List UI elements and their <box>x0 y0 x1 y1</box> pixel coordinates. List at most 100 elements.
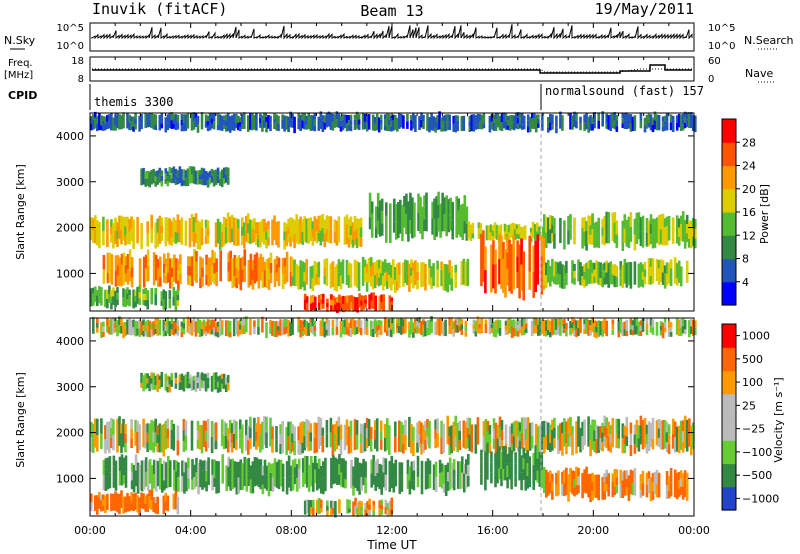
heatmap-cell <box>174 490 178 510</box>
heatmap-cell <box>213 468 216 478</box>
heatmap-cell <box>94 123 97 129</box>
heatmap-cell <box>152 421 155 432</box>
heatmap-cell <box>179 274 182 284</box>
heatmap-cell <box>218 171 222 179</box>
heatmap-cell <box>303 500 307 515</box>
heatmap-cell <box>166 176 170 182</box>
heatmap-cell <box>118 119 121 125</box>
heatmap-cell <box>414 317 417 323</box>
heatmap-cell <box>442 115 445 121</box>
heatmap-cell <box>253 218 256 230</box>
heatmap-cell <box>156 434 159 444</box>
heatmap-cell <box>392 259 395 268</box>
heatmap-cell <box>146 234 149 247</box>
heatmap-cell <box>603 482 606 491</box>
heatmap-cell <box>132 465 136 475</box>
heatmap-cell <box>209 266 212 276</box>
heatmap-cell <box>196 430 200 440</box>
heatmap-cell <box>243 317 246 326</box>
heatmap-cell <box>182 441 186 452</box>
heatmap-cell <box>247 440 250 455</box>
heatmap-cell <box>370 225 374 238</box>
heatmap-cell <box>462 258 466 285</box>
heatmap-cell <box>605 477 608 485</box>
heatmap-cell <box>126 293 129 300</box>
heatmap-cell <box>461 456 464 473</box>
heatmap-cell <box>218 178 222 186</box>
y-tick-label: 1000 <box>56 267 84 280</box>
heatmap-cell <box>307 440 310 452</box>
heatmap-cell <box>402 115 405 129</box>
heatmap-cell <box>665 432 669 443</box>
heatmap-cell <box>201 480 204 490</box>
heatmap-cell <box>130 121 133 126</box>
heatmap-cell <box>98 235 101 249</box>
heatmap-cell <box>339 326 343 332</box>
nave-label: Nave <box>745 67 773 80</box>
heatmap-cell <box>349 420 353 437</box>
heatmap-cell <box>629 122 633 132</box>
heatmap-cell <box>486 444 489 457</box>
heatmap-cell <box>245 316 248 333</box>
heatmap-cell <box>611 212 615 241</box>
heatmap-cell <box>154 497 157 503</box>
time-axis-label: Time UT <box>366 538 417 552</box>
heatmap-cell <box>534 325 538 334</box>
heatmap-cell <box>241 319 244 325</box>
heatmap-cell <box>471 228 475 234</box>
heatmap-cell <box>184 220 188 246</box>
heatmap-cell <box>396 318 399 324</box>
heatmap-cell <box>369 320 373 329</box>
heatmap-cell <box>166 386 170 393</box>
heatmap-cell <box>408 416 411 447</box>
heatmap-cell <box>168 290 172 300</box>
heatmap-cell <box>182 169 186 175</box>
heatmap-cell <box>359 320 363 328</box>
heatmap-cell <box>353 119 357 125</box>
heatmap-cell <box>200 328 204 337</box>
heatmap-cell <box>583 469 586 482</box>
heatmap-cell <box>641 215 645 232</box>
heatmap-cell <box>512 262 515 290</box>
heatmap-cell <box>126 502 129 512</box>
heatmap-cell <box>683 415 687 449</box>
heatmap-cell <box>589 473 592 484</box>
heatmap-cell <box>665 471 669 485</box>
heatmap-cell <box>355 320 359 328</box>
heatmap-cell <box>426 113 429 131</box>
heatmap-cell <box>104 116 107 124</box>
heatmap-cell <box>458 322 461 327</box>
heatmap-cell <box>118 316 121 325</box>
heatmap-cell <box>206 115 210 121</box>
heatmap-cell <box>130 330 133 336</box>
heatmap-cell <box>393 198 396 210</box>
heatmap-cell <box>442 272 445 282</box>
heatmap-cell <box>569 436 572 447</box>
heatmap-cell <box>403 206 406 218</box>
heatmap-cell <box>237 123 240 131</box>
heatmap-cell <box>378 500 381 509</box>
heatmap-cell <box>267 279 271 290</box>
heatmap-cell <box>214 440 218 450</box>
heatmap-cell <box>345 123 349 132</box>
heatmap-cell <box>339 275 343 290</box>
heatmap-cell <box>502 112 506 129</box>
heatmap-cell <box>510 268 513 294</box>
heatmap-cell <box>212 170 216 179</box>
heatmap-cell <box>452 115 455 124</box>
heatmap-cell <box>299 122 302 131</box>
heatmap-cell <box>206 126 210 132</box>
heatmap-cell <box>216 321 220 327</box>
heatmap-cell <box>261 115 264 132</box>
heatmap-cell <box>249 253 253 286</box>
heatmap-cell <box>215 258 218 273</box>
heatmap-cell <box>235 113 238 119</box>
heatmap-cell <box>212 327 216 336</box>
heatmap-cell <box>353 327 357 336</box>
heatmap-cell <box>108 285 111 295</box>
heatmap-cell <box>512 421 516 437</box>
heatmap-cell <box>623 328 627 336</box>
heatmap-cell <box>657 276 661 285</box>
heatmap-cell <box>104 425 107 440</box>
